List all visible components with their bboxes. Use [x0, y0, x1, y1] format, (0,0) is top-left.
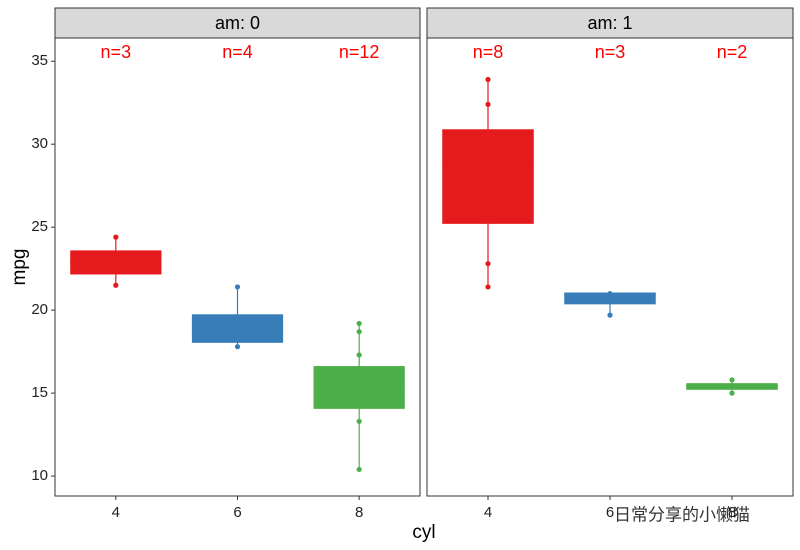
count-label: n=3	[101, 42, 132, 62]
y-tick-label: 20	[31, 301, 48, 318]
strip	[426, 7, 794, 39]
point	[356, 329, 362, 335]
x-tick-label: 4	[484, 504, 492, 521]
point	[356, 352, 362, 358]
count-label: n=2	[717, 42, 748, 62]
x-tick-label: 6	[606, 504, 614, 521]
strip	[54, 7, 421, 39]
point	[113, 234, 119, 240]
point	[485, 101, 491, 107]
point	[113, 282, 119, 288]
point	[607, 312, 613, 318]
point	[356, 466, 362, 473]
box	[442, 129, 534, 224]
y-tick-label: 35	[31, 52, 48, 69]
watermark: 日常分享的小懒猫	[614, 505, 750, 524]
point	[356, 418, 362, 424]
point	[356, 320, 362, 327]
count-label: n=4	[222, 42, 253, 62]
box	[191, 314, 284, 343]
point	[729, 390, 735, 396]
box	[564, 293, 656, 305]
point	[729, 377, 735, 383]
y-tick-label: 15	[31, 384, 48, 401]
strip-title: am: 0	[215, 13, 260, 33]
box	[313, 366, 405, 409]
x-axis-label: cyl	[412, 522, 435, 543]
y-axis-label: mpg	[9, 249, 30, 286]
x-tick-label: 6	[233, 504, 241, 521]
count-label: n=12	[339, 42, 380, 62]
panel	[426, 37, 794, 497]
point	[485, 261, 491, 267]
y-tick-label: 25	[31, 218, 48, 235]
point	[234, 284, 241, 290]
y-tick-label: 10	[31, 467, 48, 484]
x-tick-label: 8	[355, 504, 363, 521]
point	[607, 290, 613, 297]
strip-title: am: 1	[587, 13, 632, 33]
point	[485, 76, 491, 83]
count-label: n=8	[473, 42, 504, 62]
box	[70, 250, 162, 275]
count-label: n=3	[595, 42, 626, 62]
point	[485, 284, 491, 290]
y-tick-label: 30	[31, 135, 48, 152]
point	[234, 344, 241, 350]
x-tick-label: 4	[112, 504, 120, 521]
x-tick-label: 8	[728, 504, 736, 521]
